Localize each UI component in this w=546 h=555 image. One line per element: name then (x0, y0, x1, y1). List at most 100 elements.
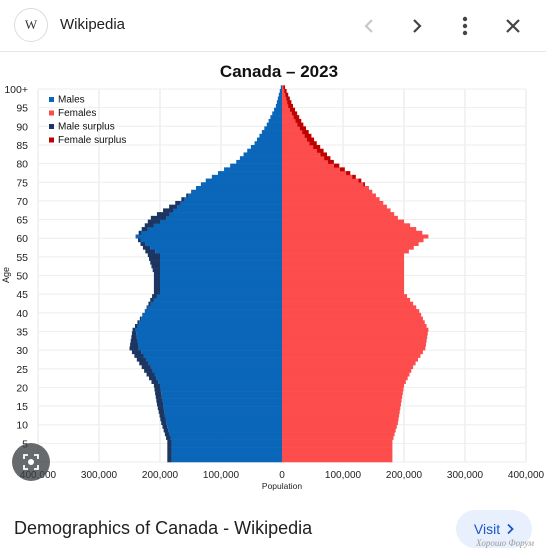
female-bar (282, 159, 328, 164)
male-surplus-bar (152, 268, 160, 273)
more-options-button[interactable] (451, 12, 479, 40)
male-surplus-bar (167, 458, 172, 463)
x-tick-label: 200,000 (386, 470, 423, 481)
male-bar (160, 275, 282, 280)
male-bar (180, 200, 282, 205)
female-bar (282, 137, 308, 142)
y-tick-label: 15 (16, 401, 28, 413)
female-bar (282, 398, 402, 403)
male-bar (261, 130, 282, 135)
visit-label: Visit (473, 521, 501, 537)
population-pyramid-image[interactable]: Canada – 2023510152025303540455055606570… (0, 52, 546, 494)
female-bar (282, 271, 404, 276)
female-bar (282, 435, 394, 440)
male-bar (205, 178, 282, 183)
watermark: Хорошо Форум (476, 538, 534, 548)
female-surplus-bar (358, 178, 362, 183)
x-tick-label: 300,000 (447, 470, 484, 481)
female-surplus-bar (288, 103, 293, 108)
female-bar (282, 450, 393, 455)
male-bar (166, 421, 282, 425)
male-surplus-bar (150, 215, 167, 220)
male-surplus-bar (163, 208, 174, 213)
female-surplus-bar (316, 148, 324, 153)
male-surplus-bar (153, 290, 160, 295)
male-surplus-bar (167, 450, 172, 455)
legend-swatch (49, 137, 54, 143)
chevron-right-icon (507, 523, 514, 535)
male-bar (266, 122, 282, 127)
male-bar (264, 126, 282, 131)
male-bar (272, 111, 282, 116)
male-bar (239, 156, 282, 161)
visit-button[interactable]: Visit (456, 510, 532, 548)
male-bar (142, 312, 282, 317)
next-button[interactable] (403, 12, 431, 40)
female-bar (282, 227, 417, 232)
male-bar (160, 383, 282, 388)
female-bar (282, 394, 403, 399)
male-surplus-bar (138, 230, 142, 235)
female-surplus-bar (285, 92, 289, 97)
female-bar (282, 447, 393, 452)
male-surplus-bar (166, 435, 171, 440)
previous-button[interactable] (355, 12, 383, 40)
legend-label: Females (58, 108, 96, 119)
female-bar (282, 152, 321, 157)
chart-title: Canada – 2023 (220, 62, 338, 81)
male-bar (145, 241, 282, 246)
y-tick-label: 85 (16, 140, 28, 152)
male-bar (147, 305, 282, 310)
female-bar (282, 454, 393, 459)
male-bar (144, 309, 282, 314)
male-surplus-bar (167, 454, 172, 459)
male-surplus-bar (169, 204, 178, 209)
female-bar (282, 253, 404, 258)
male-bar (138, 346, 282, 351)
female-bar (282, 421, 398, 425)
male-bar (184, 197, 282, 202)
male-bar (160, 286, 282, 291)
male-bar (160, 387, 282, 392)
female-bar (282, 268, 404, 273)
female-bar (282, 130, 303, 135)
female-surplus-bar (302, 130, 309, 135)
logo-text: W (24, 17, 38, 32)
y-tick-label: 10 (16, 420, 28, 432)
female-bar (282, 275, 404, 280)
female-surplus-bar (304, 133, 312, 138)
male-surplus-bar (153, 279, 160, 284)
male-bar (162, 398, 282, 403)
y-tick-label: 70 (16, 196, 28, 208)
male-bar (153, 223, 282, 228)
male-bar (166, 215, 282, 220)
female-surplus-bar (291, 111, 298, 116)
female-bar (282, 365, 414, 370)
lens-search-button[interactable] (12, 443, 50, 481)
female-surplus-bar (293, 115, 300, 120)
male-bar (250, 144, 282, 149)
male-bar (141, 230, 282, 235)
male-bar (141, 350, 282, 355)
x-tick-label: 200,000 (142, 470, 179, 481)
x-tick-label: 400,000 (508, 470, 545, 481)
male-bar (137, 324, 282, 329)
close-button[interactable] (499, 12, 527, 40)
wikipedia-logo-icon[interactable]: W (14, 8, 48, 42)
male-surplus-bar (138, 238, 141, 243)
male-surplus-bar (146, 372, 155, 377)
male-bar (139, 320, 282, 325)
male-surplus-bar (159, 413, 165, 418)
male-surplus-bar (154, 387, 161, 392)
female-bar (282, 186, 369, 191)
page-title[interactable]: Demographics of Canada - Wikipedia (14, 518, 313, 538)
site-name[interactable]: Wikipedia (60, 16, 126, 33)
male-bar (160, 219, 282, 224)
chevron-left-icon (364, 19, 373, 33)
male-bar (280, 85, 282, 90)
female-surplus-bar (299, 126, 307, 131)
female-bar (282, 324, 427, 329)
female-bar (282, 417, 399, 422)
female-bar (282, 424, 397, 429)
female-bar (282, 115, 294, 120)
